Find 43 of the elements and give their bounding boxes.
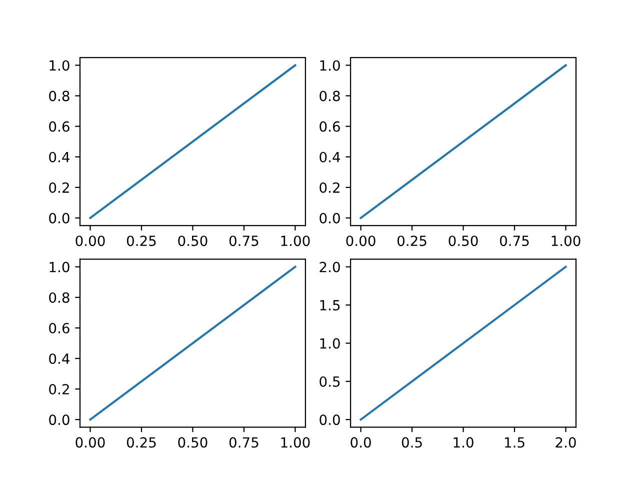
y-tick-label: 1.5 bbox=[320, 300, 340, 310]
y-tick-label: 1.0 bbox=[320, 338, 340, 349]
y-tick-label: 0.8 bbox=[49, 292, 70, 303]
x-tick-label: 0.50 bbox=[178, 437, 208, 448]
y-tick-label: 0.5 bbox=[320, 376, 340, 387]
y-tick-label: 0.0 bbox=[320, 414, 340, 426]
x-tick-label: 0.25 bbox=[126, 236, 156, 246]
y-tick-label: 0.6 bbox=[49, 121, 70, 132]
y-tick-label: 1.0 bbox=[320, 60, 340, 71]
x-tick-label: 0.00 bbox=[76, 236, 105, 246]
y-tick-label: 0.2 bbox=[320, 182, 340, 193]
x-tick-label: 1.00 bbox=[281, 437, 310, 448]
y-tick-label: 0.2 bbox=[49, 384, 69, 394]
x-tick-label: 1.00 bbox=[552, 236, 580, 246]
y-tick-label: 0.0 bbox=[320, 212, 340, 224]
y-tick-label: 0.4 bbox=[49, 353, 70, 364]
x-tick-label: 1.00 bbox=[281, 236, 310, 246]
x-tick-label: 0.75 bbox=[229, 437, 258, 448]
y-tick-label: 0.0 bbox=[49, 212, 70, 224]
x-tick-label: 0.25 bbox=[397, 236, 426, 246]
x-tick-label: 0.5 bbox=[402, 437, 422, 448]
x-tick-label: 2.0 bbox=[556, 437, 576, 448]
x-tick-label: 0.25 bbox=[126, 437, 156, 448]
y-tick-label: 2.0 bbox=[320, 262, 340, 272]
y-tick-label: 1.0 bbox=[50, 262, 70, 272]
x-tick-label: 0.75 bbox=[500, 236, 529, 246]
y-tick-label: 0.6 bbox=[320, 121, 340, 132]
x-tick-label: 0.00 bbox=[76, 437, 105, 448]
x-tick-label: 0.50 bbox=[448, 236, 478, 246]
y-tick-label: 0.6 bbox=[49, 322, 70, 334]
y-tick-label: 0.8 bbox=[49, 90, 70, 102]
y-tick-label: 0.4 bbox=[49, 152, 70, 162]
y-tick-label: 0.4 bbox=[320, 152, 340, 162]
x-tick-label: 0.50 bbox=[178, 236, 208, 246]
y-tick-label: 1.0 bbox=[50, 60, 70, 71]
y-tick-label: 0.0 bbox=[49, 414, 70, 426]
x-tick-label: 1.5 bbox=[504, 437, 524, 448]
x-tick-label: 0.75 bbox=[229, 236, 258, 246]
x-tick-label: 1.0 bbox=[454, 437, 474, 448]
x-tick-label: 0.00 bbox=[346, 236, 376, 246]
y-tick-label: 0.8 bbox=[320, 90, 340, 102]
y-tick-label: 0.2 bbox=[49, 182, 69, 193]
x-tick-label: 0.0 bbox=[350, 437, 371, 448]
